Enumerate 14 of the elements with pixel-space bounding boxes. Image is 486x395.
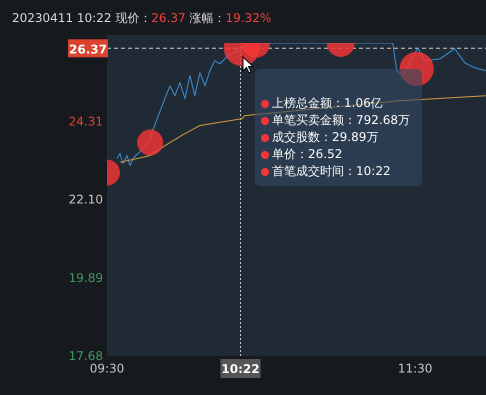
ref-line-label: 26.37 — [69, 42, 107, 56]
y-tick-label: 24.31 — [68, 114, 103, 128]
x-tick-label: 11:30 — [398, 362, 432, 376]
annotation: 上榜总金额：1.06亿 — [272, 95, 383, 112]
annotation: 单笔买卖金额：792.68万 — [272, 112, 410, 129]
y-tick-label: 22.10 — [68, 192, 103, 206]
annotation: 成交股数：29.89万 — [272, 129, 378, 146]
chart-title: 20230411 10:22 现价：26.37 涨幅：19.32% — [12, 11, 272, 25]
annotation: 首笔成交时间：10:22 — [272, 163, 391, 180]
y-tick-label: 17.68 — [68, 349, 103, 363]
y-tick-label: 19.89 — [68, 270, 103, 285]
ref-line-label: 10:22 — [221, 362, 260, 376]
annotation: 单价：26.52 — [272, 146, 342, 163]
x-tick-label: 09:30 — [90, 362, 124, 376]
